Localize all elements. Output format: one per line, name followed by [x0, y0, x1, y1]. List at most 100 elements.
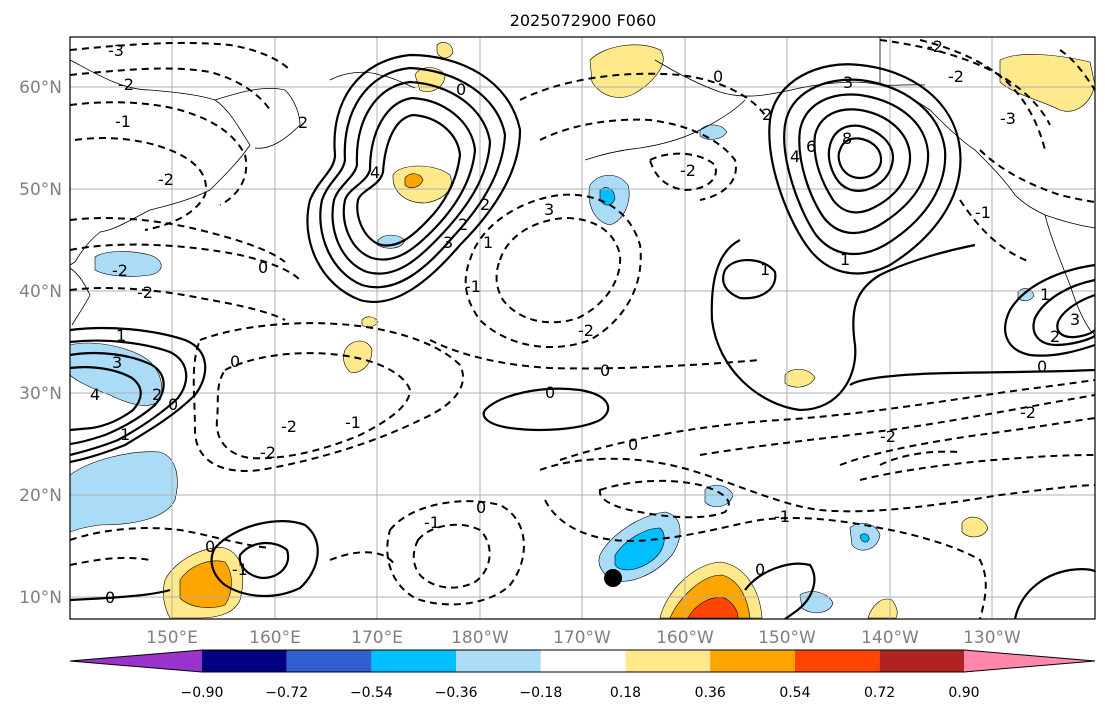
shaded-anomaly-areas	[69, 42, 1096, 619]
colorbar-tick-labels: −0.90 −0.72 −0.54 −0.36 −0.18 0.18 0.36 …	[181, 685, 980, 701]
contour-label: -3	[108, 41, 124, 60]
contour-neg-sw-1	[69, 527, 271, 549]
contour-label: 0	[258, 258, 268, 277]
contour-high-west-4	[69, 366, 142, 432]
contour-high-ne-4	[813, 108, 912, 214]
lon-label: 180°W	[451, 628, 509, 648]
contour-label: -1	[115, 112, 131, 131]
colorbar-tick-label: −0.36	[435, 685, 478, 701]
colorbar-segment	[879, 650, 964, 672]
lat-label: 60°N	[19, 78, 62, 98]
contour-neg-center-5	[429, 339, 761, 370]
contour-label: 0	[1037, 357, 1047, 376]
lon-label: 130°W	[963, 628, 1021, 648]
contour-high-ne-5	[827, 124, 895, 192]
colorbar: −0.90 −0.72 −0.54 −0.36 −0.18 0.18 0.36 …	[69, 649, 1096, 701]
contour-high-se-2	[1032, 278, 1096, 347]
contour-label: 3	[843, 73, 853, 92]
contour-high-ne-2	[783, 78, 947, 256]
contour-label: 0	[456, 80, 466, 99]
contour-label: 3	[443, 233, 453, 252]
colorbar-tick-label: 0.54	[779, 685, 810, 701]
shade-yellow-small-4	[961, 516, 989, 538]
shade-blue-small-6	[1017, 288, 1035, 302]
lat-label: 40°N	[19, 282, 62, 302]
contour-neg-center-4	[495, 216, 622, 324]
colorbar-tick-label: 0.36	[695, 685, 726, 701]
contour-neg-center-3	[464, 193, 642, 349]
coastlines	[69, 37, 1096, 336]
colorbar-tick-label: 0.18	[610, 685, 641, 701]
contour-label: 8	[842, 129, 852, 148]
contour-neg-sw-2	[69, 556, 151, 566]
contour-neg-south-4	[386, 500, 525, 606]
contour-neg-ne-5	[1059, 49, 1096, 91]
contour-high-se-3	[1056, 293, 1096, 339]
contour-label: 0	[105, 588, 115, 607]
coastline-alaska	[654, 59, 1096, 229]
contour-label: -2	[112, 261, 128, 280]
shade-yellow-small-3	[784, 369, 816, 388]
contour-neg-ne-2	[919, 39, 1046, 151]
contour-label: 1	[760, 260, 770, 279]
colorbar-segment	[371, 650, 457, 672]
contour-label: -1	[232, 560, 248, 579]
contour-zero-se-low	[1013, 568, 1097, 620]
lon-label: 160°W	[656, 628, 714, 648]
colorbar-segment	[70, 650, 202, 672]
lon-label: 170°E	[351, 628, 403, 648]
contour-label: 2	[298, 113, 308, 132]
contour-zero-se	[849, 368, 1096, 386]
contour-label: 4	[790, 147, 800, 166]
contour-lines	[69, 39, 1097, 620]
contour-label: -2	[1020, 403, 1036, 422]
contour-label: 0	[205, 537, 215, 556]
longitude-labels: 150°E 160°E 170°E 180°W 170°W 160°W 150°…	[146, 628, 1021, 648]
shade-blue-tropics-core	[614, 527, 665, 571]
contour-label: 3	[112, 353, 122, 372]
contour-label: -1	[345, 413, 361, 432]
shade-yellow-ne	[999, 54, 1096, 112]
colorbar-segment	[202, 650, 287, 672]
contour-high-center-1	[306, 53, 522, 303]
contour-neg-ne-3	[979, 149, 1096, 203]
contour-high-west-2	[69, 339, 188, 457]
lon-label: 140°W	[861, 628, 919, 648]
colorbar-tick-label: −0.54	[350, 685, 393, 701]
contour-label: 1	[1040, 285, 1050, 304]
lon-label: 160°E	[249, 628, 301, 648]
contour-high-ne-1	[768, 63, 962, 275]
contour-neg-east-4	[859, 454, 1096, 481]
contour-label: -2	[158, 170, 174, 189]
contour-label: -1	[975, 203, 991, 222]
contour-label: 0	[628, 435, 638, 454]
contour-label: -2	[260, 443, 276, 462]
colorbar-segment	[964, 650, 1095, 672]
contour-label: -2	[578, 321, 594, 340]
contour-label: -1	[465, 277, 481, 296]
colorbar-segment	[794, 650, 880, 672]
negative-contours	[69, 39, 1096, 620]
lat-label: 20°N	[19, 486, 62, 506]
coastline-asia	[69, 59, 251, 266]
contour-label: -2	[680, 161, 696, 180]
contour-neg-west-mid-2	[69, 243, 301, 281]
contour-neg-south-3	[598, 479, 730, 519]
contour-label: 0	[168, 395, 178, 414]
contour-label: 4	[370, 163, 380, 182]
contour-zero-sw-inner	[238, 542, 290, 580]
contour-label: 4	[90, 385, 100, 404]
map-frame	[69, 36, 1096, 620]
contour-label: -3	[1000, 109, 1016, 128]
contour-label: -2	[880, 427, 896, 446]
shade-red-south	[687, 597, 739, 619]
contour-neg-north-west-4	[74, 137, 207, 231]
contour-label: 0	[545, 383, 555, 402]
contour-label: 1	[483, 233, 493, 252]
contour-label: -2	[927, 37, 943, 56]
contour-neg-north-mid-2	[539, 118, 737, 201]
lon-label: 170°W	[553, 628, 611, 648]
contour-label: 2	[152, 385, 162, 404]
coastline-aleutians	[584, 99, 746, 161]
